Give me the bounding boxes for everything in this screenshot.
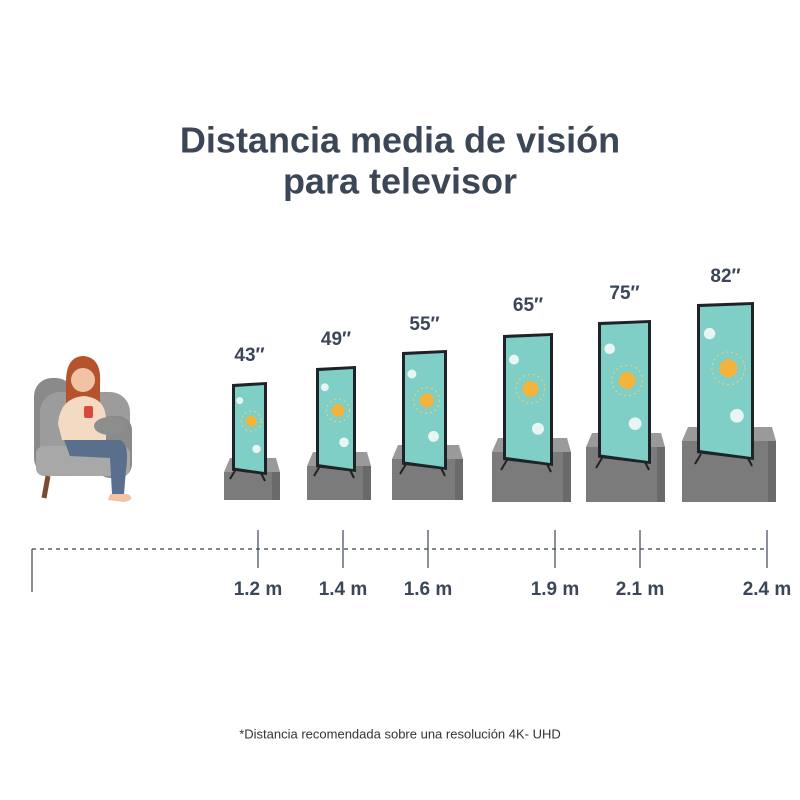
cloud [628, 417, 642, 431]
tv-foot [595, 457, 603, 469]
tv-group: 43″ 1.2 m 49″ 1.4 m 55″ 1.6 m 65″ 1.9 m 75″ 2.1 m… [224, 266, 791, 600]
tv: 65″ 1.9 m [492, 295, 579, 600]
cloud [252, 444, 261, 454]
sun [522, 380, 539, 397]
cloud [703, 327, 716, 340]
cabinet-side [455, 459, 463, 500]
sun-halo [711, 351, 746, 386]
sun-halo [240, 410, 262, 432]
cloud [236, 397, 244, 405]
sun [719, 359, 738, 378]
cloud [320, 383, 329, 392]
cabinet-front [224, 472, 280, 500]
cabinet-side [363, 466, 371, 500]
distance-label: 1.2 m [234, 579, 283, 600]
distance-label: 2.4 m [743, 579, 792, 600]
cloud [407, 369, 417, 379]
cloud [509, 354, 519, 365]
cabinet-side [657, 447, 665, 502]
cabinet-side [272, 472, 280, 500]
cloud [428, 431, 439, 442]
cloud [730, 408, 744, 423]
cloud [604, 343, 615, 355]
tv-foot [694, 453, 702, 465]
tv-foot [313, 465, 321, 477]
sun [331, 404, 345, 417]
cloud [532, 422, 544, 435]
tv: 49″ 1.4 m [307, 329, 371, 600]
tv-foot [500, 459, 508, 471]
tv-size: 82″ [710, 266, 740, 287]
title-line: para televisor [283, 161, 517, 202]
tv-screen [700, 305, 751, 457]
tv: 82″ 2.4 m [682, 266, 791, 600]
sun [419, 393, 434, 408]
sun-halo [325, 398, 351, 423]
distance-label: 1.6 m [404, 579, 453, 600]
title-line: Distancia media de visión [180, 120, 620, 161]
sun [618, 372, 636, 389]
sun [245, 415, 257, 427]
sun-halo [611, 364, 643, 397]
tv: 55″ 1.6 m [392, 314, 463, 600]
tv: 75″ 2.1 m [586, 283, 665, 600]
cabinet-side [768, 441, 776, 502]
tv-size: 65″ [513, 295, 543, 316]
tv-size: 49″ [321, 329, 351, 350]
tv-foot [399, 463, 407, 475]
distance-label: 1.4 m [319, 579, 368, 600]
cabinet-side [563, 452, 571, 502]
tv-screen [601, 323, 648, 461]
viewer-illustration [34, 356, 132, 502]
tv: 43″ 1.2 m [224, 345, 282, 600]
tv-size: 55″ [409, 314, 439, 335]
footnote: *Distancia recomendada sobre una resoluc… [239, 726, 561, 741]
tv-size: 75″ [609, 283, 639, 304]
distance-label: 2.1 m [616, 579, 665, 600]
cloud [339, 437, 349, 448]
sun-halo [413, 386, 441, 414]
distance-label: 1.9 m [531, 579, 580, 600]
tv-size: 43″ [234, 345, 264, 366]
